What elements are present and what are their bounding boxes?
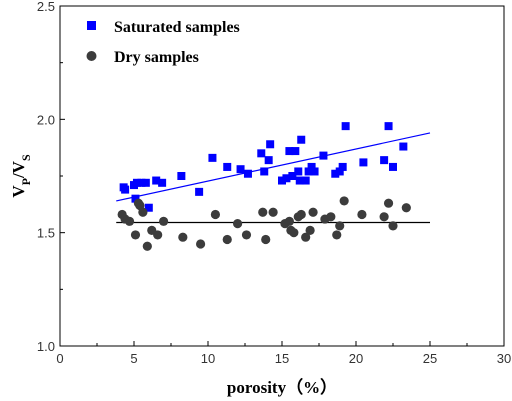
saturated-point: [310, 167, 319, 176]
x-tick-label: 5: [130, 351, 137, 366]
legend-label-dry: Dry samples: [114, 49, 199, 66]
saturated-point: [384, 122, 393, 131]
dry-point: [301, 232, 311, 242]
saturated-point: [319, 151, 328, 160]
dry-point: [233, 219, 243, 229]
dry-point: [138, 207, 148, 217]
saturated-point: [331, 169, 340, 178]
dry-point: [130, 230, 141, 240]
saturated-point: [399, 142, 408, 151]
dry-point: [258, 207, 268, 217]
x-tick-label: 0: [56, 351, 63, 366]
dry-point: [357, 209, 367, 220]
dry-point: [308, 207, 318, 217]
tick-marks: [59, 5, 505, 347]
saturated-point: [359, 158, 368, 167]
legend: Saturated samples Dry samples: [86, 19, 240, 66]
dry-point: [326, 212, 336, 222]
saturated-point: [297, 135, 306, 144]
saturated-point: [285, 147, 294, 156]
dry-point: [284, 216, 294, 226]
saturated-point: [389, 162, 397, 171]
dry-point: [383, 198, 394, 208]
legend-marker-dry: [86, 51, 97, 61]
dry-point: [401, 203, 411, 213]
dry-point: [332, 230, 342, 240]
saturated-point: [278, 176, 286, 185]
dry-point: [296, 209, 306, 220]
saturated-point: [335, 167, 344, 176]
saturated-point: [158, 178, 167, 187]
y-axis-title-slash: /: [9, 173, 28, 179]
fit-lines: [116, 132, 431, 224]
saturated-point: [236, 165, 245, 174]
dry-point: [241, 230, 252, 240]
x-axis-title: porosity（%）: [227, 377, 337, 397]
saturated-point: [301, 176, 310, 185]
saturated-point: [260, 167, 269, 176]
saturated-point: [304, 167, 313, 176]
fit-line-saturated: [116, 132, 431, 202]
x-tick-label: 25: [423, 351, 437, 366]
saturated-point: [132, 178, 141, 187]
saturated-point: [295, 176, 304, 185]
x-tick-label: 10: [201, 351, 215, 366]
dry-point: [142, 241, 152, 251]
y-axis-title-v1: V: [9, 185, 28, 198]
saturated-point: [131, 194, 140, 203]
saturated-point: [195, 187, 204, 196]
legend-label-saturated: Saturated samples: [114, 19, 240, 36]
y-tick-label: 2.0: [37, 112, 55, 127]
saturated-point: [341, 122, 350, 131]
saturated-point: [121, 185, 130, 194]
legend-marker-saturated: [87, 21, 96, 30]
y-axis-title-sub1: P: [19, 178, 33, 185]
saturated-point: [288, 172, 297, 180]
saturated-point: [137, 178, 146, 187]
saturated-point: [177, 172, 186, 180]
y-tick-label: 1.5: [37, 226, 55, 241]
saturated-point: [264, 156, 273, 165]
dry-point: [196, 239, 206, 249]
dry-point: [210, 209, 220, 220]
y-tick-label: 1.0: [37, 339, 55, 354]
dry-point: [153, 230, 163, 240]
y-tick-label: 2.5: [37, 0, 55, 14]
dry-point: [388, 221, 398, 231]
dry-point: [289, 228, 299, 238]
dry-point: [222, 234, 232, 245]
x-tick-label: 30: [497, 351, 511, 366]
saturated-point: [141, 178, 150, 187]
saturated-point: [338, 162, 347, 171]
saturated-point: [257, 149, 266, 158]
saturated-point: [294, 167, 303, 176]
y-axis-title: VP/VS: [9, 154, 33, 198]
dry-point: [335, 221, 345, 231]
dry-point: [124, 216, 135, 226]
data-points: [117, 122, 411, 251]
saturated-point: [307, 162, 316, 171]
saturated-point: [208, 153, 217, 162]
dry-point: [305, 225, 315, 235]
saturated-point: [152, 176, 161, 185]
saturated-point: [144, 203, 153, 212]
saturated-point: [266, 140, 275, 149]
tick-labels: 0 5 10 15 20 25 30 1.0 1.5 2.0 2.5: [37, 0, 511, 366]
dry-point: [178, 232, 188, 242]
dry-point: [159, 216, 169, 226]
y-axis-title-v2: V: [9, 160, 28, 173]
saturated-point: [243, 169, 252, 178]
x-tick-label: 20: [349, 351, 363, 366]
x-tick-label: 15: [275, 351, 289, 366]
y-axis-title-sub2: S: [19, 154, 33, 161]
saturated-point: [291, 147, 300, 156]
dry-point: [268, 207, 278, 217]
saturated-point: [282, 174, 291, 183]
dry-point: [261, 234, 271, 245]
saturated-point: [380, 156, 389, 165]
saturated-point: [223, 162, 232, 171]
dry-point: [379, 212, 389, 222]
dry-point: [339, 196, 349, 206]
